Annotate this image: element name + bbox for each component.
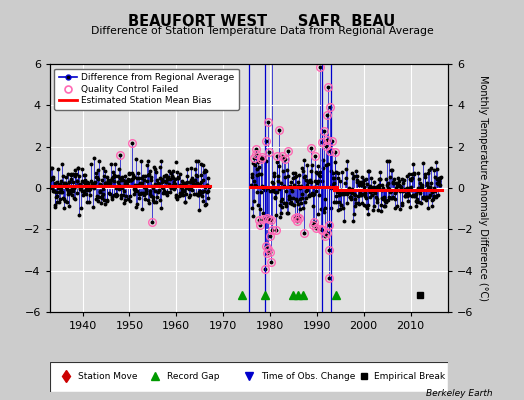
Y-axis label: Monthly Temperature Anomaly Difference (°C): Monthly Temperature Anomaly Difference (… xyxy=(478,75,488,301)
Text: Difference of Station Temperature Data from Regional Average: Difference of Station Temperature Data f… xyxy=(91,26,433,36)
Text: Berkeley Earth: Berkeley Earth xyxy=(426,389,493,398)
Text: Time of Obs. Change: Time of Obs. Change xyxy=(261,372,355,381)
Legend: Difference from Regional Average, Quality Control Failed, Estimated Station Mean: Difference from Regional Average, Qualit… xyxy=(54,68,239,110)
Text: Station Move: Station Move xyxy=(78,372,137,381)
FancyBboxPatch shape xyxy=(50,362,448,392)
Text: Empirical Break: Empirical Break xyxy=(374,372,445,381)
Text: BEAUFORT WEST      SAFR  BEAU: BEAUFORT WEST SAFR BEAU xyxy=(128,14,396,29)
Text: Record Gap: Record Gap xyxy=(167,372,220,381)
